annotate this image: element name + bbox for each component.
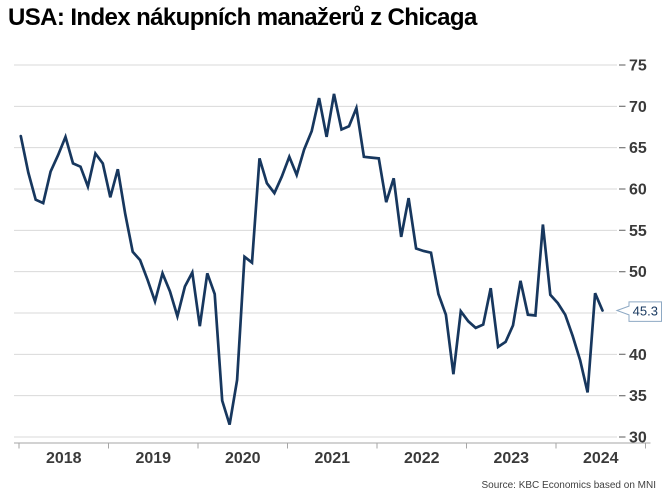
x-axis: 2018 2019 2020 2021 2022 2023 2024	[14, 442, 651, 467]
y-tick-label: 40	[629, 347, 647, 364]
callout-bubble	[615, 301, 662, 322]
pmi-line-series	[19, 93, 604, 425]
last-value-callout: 45.3	[615, 301, 662, 322]
gridlines	[14, 64, 617, 438]
y-tick-label: 55	[629, 223, 647, 240]
y-tick-label: 65	[629, 140, 647, 157]
y-axis-labels: 75 70 65 60 55 50 40 35 30	[619, 58, 647, 447]
x-tick-label: 2022	[404, 450, 440, 467]
x-tick-label: 2021	[314, 450, 350, 467]
x-tick-label: 2019	[135, 450, 171, 467]
x-tick-label: 2020	[225, 450, 261, 467]
y-tick-label: 70	[629, 99, 647, 116]
source-caption: Source: KBC Economics based on MNI	[481, 480, 656, 491]
y-tick-label: 35	[629, 388, 647, 405]
x-tick-label: 2018	[46, 450, 82, 467]
callout-value-label: 45.3	[633, 304, 658, 319]
chart-title: USA: Index nákupních manažerů z Chicaga	[8, 4, 477, 31]
y-tick-label: 75	[629, 58, 647, 75]
x-tick-label: 2023	[493, 450, 529, 467]
y-tick-label: 30	[629, 430, 647, 447]
x-tick-label: 2024	[583, 450, 619, 467]
y-tick-label: 60	[629, 182, 647, 199]
y-tick-label: 50	[629, 264, 647, 281]
